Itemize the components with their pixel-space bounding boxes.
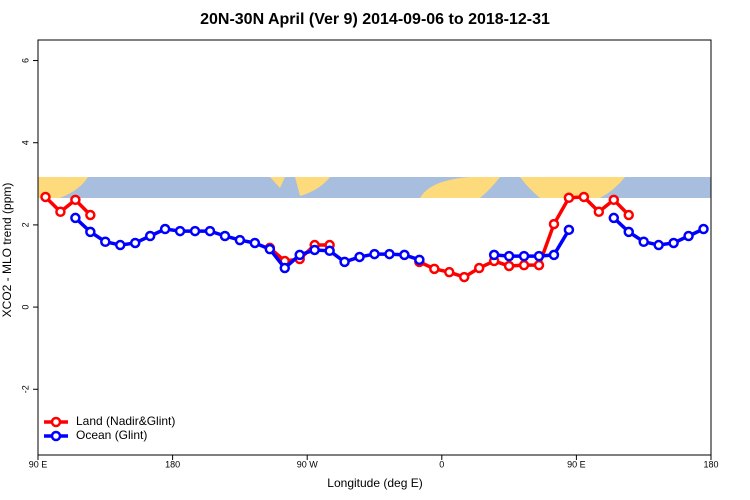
- point: [40, 191, 51, 203]
- point: [279, 262, 291, 274]
- point: [638, 236, 649, 247]
- map-land: [38, 177, 88, 198]
- point: [294, 249, 305, 261]
- x-tick-label: 90 W: [297, 459, 319, 469]
- x-tick-label: 180: [165, 459, 180, 469]
- point: [653, 239, 664, 251]
- point: [623, 209, 634, 221]
- point: [115, 239, 126, 251]
- point: [668, 237, 679, 249]
- series-line: [74, 216, 705, 271]
- map-land: [520, 177, 625, 198]
- point: [548, 218, 560, 230]
- point: [234, 234, 246, 246]
- point: [593, 206, 605, 218]
- point: [473, 262, 485, 274]
- point: [204, 225, 216, 237]
- point: [563, 224, 575, 236]
- point: [503, 260, 515, 272]
- point: [429, 263, 440, 275]
- point: [264, 243, 276, 255]
- point: [518, 259, 530, 271]
- point: [174, 225, 186, 237]
- point: [533, 259, 545, 271]
- point: [249, 237, 261, 249]
- point: [458, 271, 470, 283]
- point: [563, 192, 575, 204]
- map-land: [295, 177, 330, 196]
- point: [503, 250, 515, 262]
- y-tick-label: 6: [20, 58, 30, 63]
- point: [144, 230, 156, 242]
- point: [70, 194, 81, 206]
- point: [414, 254, 425, 266]
- y-tick-label: -2: [20, 385, 30, 393]
- point: [608, 212, 620, 224]
- x-tick-label: 180: [703, 459, 718, 469]
- point: [578, 191, 590, 203]
- x-tick-label: 0: [439, 459, 444, 469]
- point: [189, 225, 201, 237]
- map-land: [270, 177, 285, 188]
- y-tick-label: 4: [20, 140, 30, 145]
- point: [159, 223, 171, 235]
- x-axis-label: Longitude (deg E): [327, 476, 422, 490]
- point: [129, 237, 141, 249]
- point: [399, 249, 410, 261]
- point: [683, 230, 694, 242]
- chart-title: 20N-30N April (Ver 9) 2014-09-06 to 2018…: [200, 11, 550, 28]
- point: [623, 226, 634, 238]
- plot-frame: [37, 39, 712, 456]
- x-tick-label: 90 E: [29, 459, 48, 469]
- point: [608, 194, 620, 206]
- legend-label: Land (Nadir&Glint): [76, 414, 175, 428]
- legend-label: Ocean (Glint): [76, 428, 147, 442]
- point: [488, 249, 500, 261]
- point: [85, 209, 96, 221]
- point: [354, 251, 365, 263]
- point: [309, 244, 320, 256]
- legend-marker: [50, 416, 62, 428]
- point: [100, 236, 111, 247]
- point: [369, 248, 380, 260]
- point: [444, 266, 455, 278]
- y-tick-label: 0: [20, 305, 30, 310]
- map-land: [420, 177, 500, 198]
- point: [518, 250, 530, 262]
- legend-marker: [50, 430, 62, 442]
- point: [548, 249, 560, 261]
- y-axis-label: XCO2 - MLO trend (ppm): [0, 183, 14, 318]
- world-map-strip: [38, 177, 711, 198]
- point: [324, 245, 335, 257]
- point: [339, 256, 350, 268]
- point: [85, 226, 96, 238]
- x-tick-label: 90 E: [567, 459, 586, 469]
- point: [55, 206, 66, 218]
- y-tick-label: 2: [20, 222, 30, 227]
- point: [384, 248, 395, 260]
- point: [698, 223, 709, 235]
- point: [219, 230, 231, 242]
- point: [70, 212, 81, 224]
- point: [533, 250, 545, 262]
